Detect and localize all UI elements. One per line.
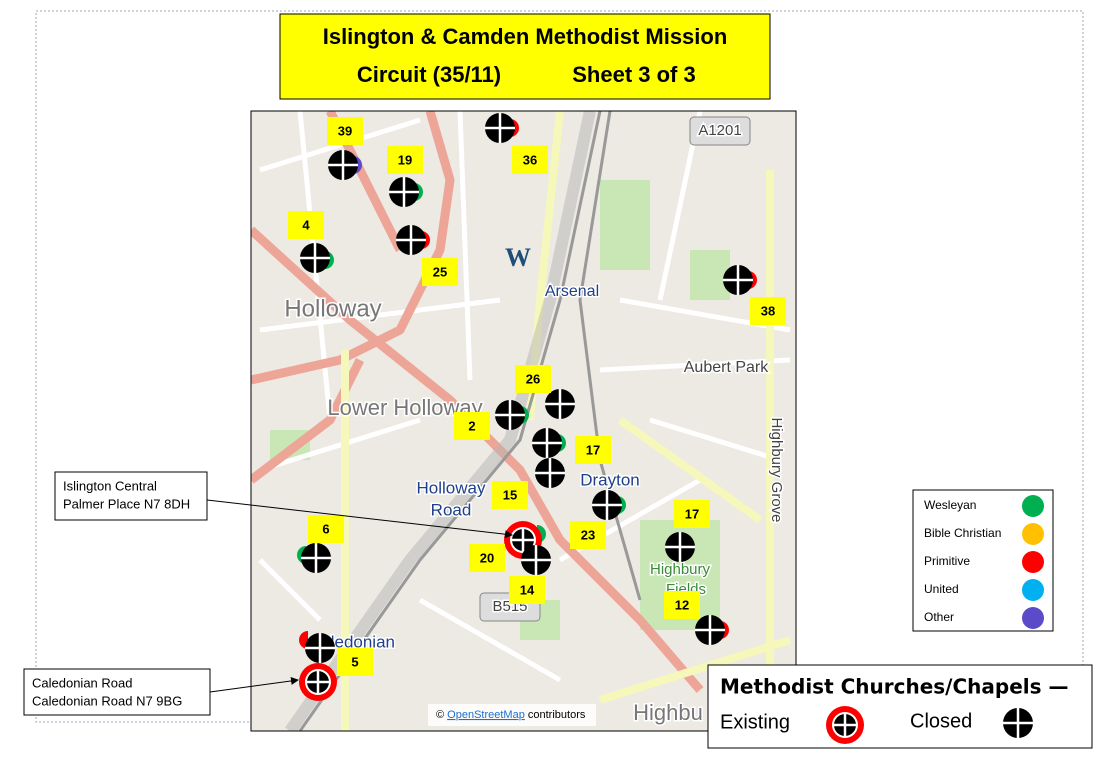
marker-label-box — [469, 544, 505, 572]
key-existing: Existing — [720, 711, 790, 733]
chapel-marker: 15 — [492, 458, 565, 509]
marker-label: 17 — [685, 506, 699, 521]
legend-label: Bible Christian — [924, 526, 1001, 540]
chapel-marker: 25 — [396, 225, 458, 286]
map-frame — [250, 110, 797, 732]
marker-label: 26 — [526, 371, 540, 386]
legend-swatch — [1022, 607, 1044, 629]
map-label: Highbury — [650, 561, 711, 578]
marker-label: 12 — [675, 597, 689, 612]
map-label: W — [505, 243, 531, 272]
legend-swatch — [1022, 551, 1044, 573]
legend-swatch — [1022, 579, 1044, 601]
map-label: Holloway — [417, 478, 486, 497]
marker-label-box — [454, 412, 490, 440]
sheet: Sheet 3 of 3 — [572, 62, 695, 87]
legend-swatch — [1022, 523, 1044, 545]
marker-label: 17 — [586, 442, 600, 457]
chapel-marker: 6 — [297, 515, 344, 573]
map-label: Holloway — [284, 295, 381, 322]
marker-label: 5 — [351, 654, 358, 669]
legend-label: United — [924, 582, 959, 596]
legend-label: Primitive — [924, 554, 970, 568]
marker-label-box — [750, 297, 786, 325]
legend-swatch — [1022, 495, 1044, 517]
marker-label-box — [570, 521, 606, 549]
map-label: Highbu — [633, 700, 703, 725]
chapel-marker: 38 — [723, 265, 786, 325]
attribution-text: contributors — [528, 709, 586, 721]
legend-label: Wesleyan — [924, 498, 976, 512]
marker-label-box — [512, 146, 548, 174]
chapel-marker: 2 — [454, 400, 529, 440]
marker-label: 6 — [322, 521, 329, 536]
marker-label-box — [674, 500, 710, 528]
marker-label: 19 — [398, 152, 412, 167]
road-shield — [689, 116, 751, 146]
marker-label-box — [575, 436, 611, 464]
title: Islington & Camden Methodist Mission — [323, 24, 728, 49]
callout-text: Caledonian Road N7 9BG — [32, 693, 182, 708]
marker-label-box — [492, 481, 528, 509]
chapel-marker: 12 — [664, 591, 729, 645]
marker-label: 38 — [761, 303, 775, 318]
attribution-bg — [428, 704, 596, 726]
marker-label-box — [422, 258, 458, 286]
attribution: © OpenStreetMap contributors — [436, 709, 586, 721]
marker-label: 14 — [520, 582, 535, 597]
marker-label: 23 — [581, 527, 595, 542]
marker-label-box — [337, 648, 373, 676]
marker-label-box — [327, 117, 363, 145]
callout-box — [23, 668, 211, 716]
callout-text: Islington Central — [63, 478, 157, 493]
map-label: Drayton — [580, 470, 640, 489]
chapel-marker: 19 — [387, 146, 423, 207]
marker-label: 25 — [433, 264, 447, 279]
chapel-marker: 39 — [327, 117, 363, 180]
map-label: Aubert Park — [684, 359, 769, 376]
key-title: Methodist Churches/Chapels — — [720, 675, 1069, 699]
marker-label: 4 — [302, 217, 310, 232]
legend-label: Other — [924, 610, 954, 624]
map-label: Highbury Grove — [768, 417, 785, 522]
map-label: A1201 — [698, 122, 741, 139]
chapel-marker — [299, 631, 335, 663]
chapel-marker: 26 — [515, 365, 575, 419]
marker-label: 36 — [523, 152, 537, 167]
chapel-marker: 14 — [509, 545, 551, 604]
marker-label-box — [387, 146, 423, 174]
attribution-symbol: © — [436, 709, 444, 721]
map-label: Arsenal — [545, 283, 599, 300]
chapel-marker: 36 — [485, 113, 548, 174]
callout-arrow — [209, 676, 299, 693]
marker-label: 39 — [338, 123, 352, 138]
callout-text: Caledonian Road — [32, 675, 132, 690]
chapel-marker: 23 — [570, 490, 626, 549]
callout-box — [54, 471, 208, 521]
callout-text: Palmer Place N7 8DH — [63, 496, 190, 511]
chapel-marker: 4 — [288, 211, 334, 273]
marker-label: 20 — [480, 550, 494, 565]
title-box — [279, 13, 771, 100]
chapel-marker: 5 — [299, 648, 373, 701]
marker-label: 15 — [503, 487, 517, 502]
marker-label-box — [515, 365, 551, 393]
chapel-marker: 17 — [665, 500, 710, 562]
map-label: Road — [431, 500, 472, 519]
marker-label: 2 — [468, 418, 475, 433]
marker-label-box — [308, 515, 344, 543]
callout-arrow — [206, 499, 513, 539]
circuit: Circuit (35/11) — [357, 62, 501, 87]
marker-label-box — [509, 576, 545, 604]
key-closed: Closed — [910, 710, 972, 732]
attribution-link[interactable]: OpenStreetMap — [447, 709, 525, 721]
marker-label-box — [664, 591, 700, 619]
marker-label-box — [288, 211, 324, 239]
chapel-marker: 17 — [532, 428, 611, 464]
